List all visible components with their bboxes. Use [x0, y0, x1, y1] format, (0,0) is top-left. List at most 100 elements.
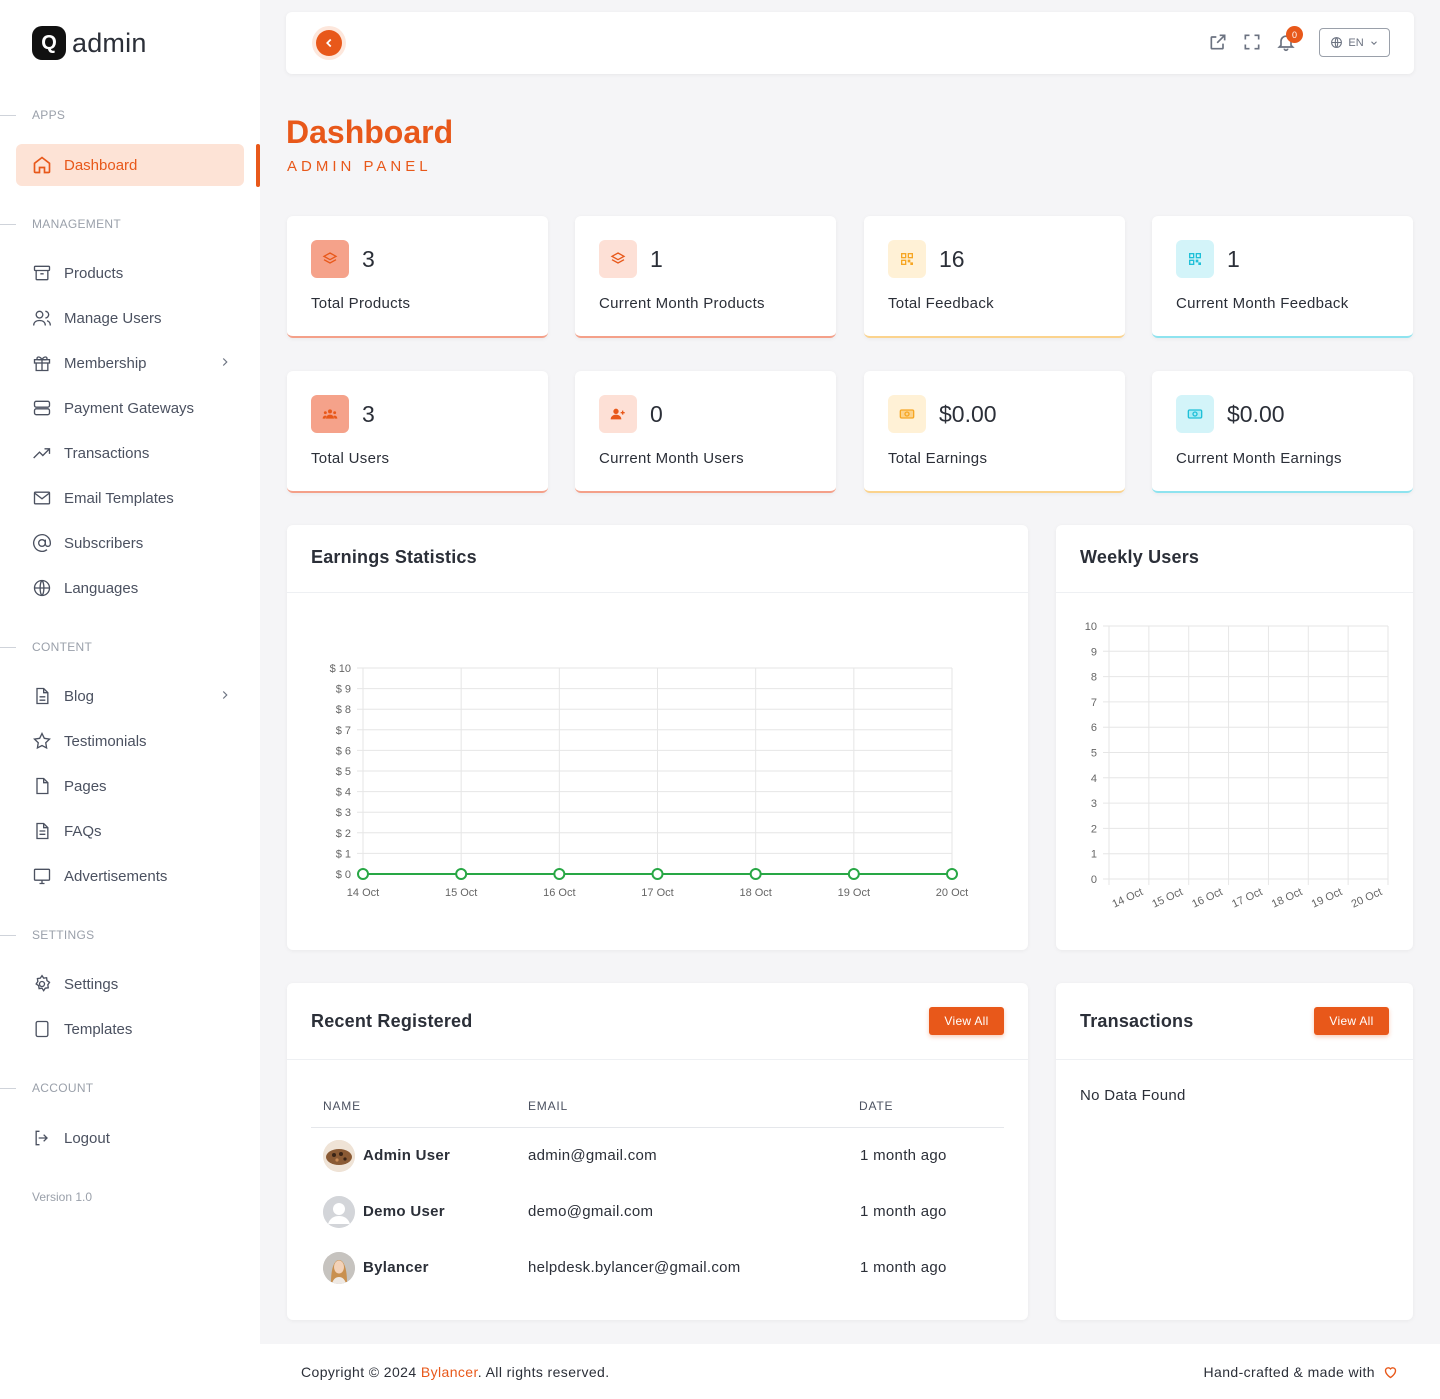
- brand-link[interactable]: Bylancer: [420, 1364, 478, 1380]
- earnings-line-chart: $ 0 $ 1 $ 2 $ 3 $ 4 $ 5 $ 6 $ 7 $ 8 $ 9 $ 10 14 Oct…: [330, 663, 969, 899]
- table-header-name: NAME: [323, 1099, 361, 1113]
- x-tick-label: 19 Oct: [838, 887, 870, 899]
- sidebar-item-payment-gateways[interactable]: Payment Gateways: [16, 387, 244, 429]
- x-tick-label: 17 Oct: [1230, 886, 1264, 911]
- archive-icon: [32, 263, 52, 283]
- x-tick-label: 15 Oct: [445, 887, 477, 899]
- sidebar-item-transactions[interactable]: Transactions: [16, 432, 244, 474]
- sidebar-item-blog[interactable]: Blog: [16, 675, 244, 717]
- app-version: Version 1.0: [32, 1190, 93, 1204]
- money-icon: [888, 395, 926, 433]
- language-label: EN: [1348, 36, 1364, 49]
- stat-label: Current Month Earnings: [1176, 450, 1342, 467]
- logo-text: admin: [72, 27, 147, 58]
- avatar: [323, 1196, 355, 1228]
- row-date: 1 month ago: [860, 1147, 947, 1164]
- y-tick-label: $ 2: [336, 828, 351, 840]
- sidebar-item-manage-users[interactable]: Manage Users: [16, 297, 244, 339]
- sidebar-item-pages[interactable]: Pages: [16, 765, 244, 807]
- sidebar-item-logout[interactable]: Logout: [16, 1117, 244, 1159]
- sidebar-item-label: Blog: [64, 687, 95, 705]
- x-tick-label: 19 Oct: [1310, 886, 1344, 911]
- sidebar-item-label: Membership: [64, 354, 147, 372]
- sidebar-item-label: Manage Users: [64, 309, 162, 327]
- row-date: 1 month ago: [860, 1259, 947, 1276]
- data-point: [651, 868, 664, 880]
- sidebar-item-label: Testimonials: [64, 732, 147, 750]
- sidebar-item-label: Settings: [64, 975, 119, 993]
- stat-value: 16: [939, 246, 965, 272]
- sidebar-item-membership[interactable]: Membership: [16, 342, 244, 384]
- chevron-down-icon: [1370, 40, 1377, 45]
- recent-registered-panel: Recent Registered View All: [287, 983, 1028, 1320]
- stat-value: $0.00: [939, 401, 997, 427]
- layers-icon: [599, 240, 637, 278]
- logo-mark-icon: Q: [32, 26, 66, 60]
- stat-card-total-feedback: 16 Total Feedback: [864, 216, 1125, 338]
- monitor-icon: [32, 866, 52, 886]
- copyright: Copyright © 2024 Bylancer. All rights re…: [301, 1364, 610, 1380]
- chevron-left-icon: [326, 38, 332, 48]
- x-tick-label: 14 Oct: [347, 887, 379, 899]
- fullscreen-icon[interactable]: [1242, 32, 1262, 52]
- section-title-settings: SETTINGS: [0, 928, 95, 942]
- app-logo[interactable]: Q admin: [32, 26, 147, 60]
- y-tick-label: 3: [1091, 798, 1097, 810]
- qr-code-icon: [888, 240, 926, 278]
- chevron-right-icon: [222, 691, 228, 699]
- stat-card-current-month-products: 1 Current Month Products: [575, 216, 836, 338]
- sidebar-item-advertisements[interactable]: Advertisements: [16, 855, 244, 897]
- sidebar-item-faqs[interactable]: FAQs: [16, 810, 244, 852]
- sidebar-item-label: Pages: [64, 777, 107, 795]
- sidebar-item-label: Templates: [64, 1020, 133, 1038]
- layers-icon: [311, 240, 349, 278]
- sidebar-item-email-templates[interactable]: Email Templates: [16, 477, 244, 519]
- x-tick-label: 14 Oct: [1110, 886, 1144, 911]
- stat-card-total-users: 3 Total Users: [287, 371, 548, 493]
- row-name: Bylancer: [363, 1259, 429, 1276]
- money-icon: [1176, 395, 1214, 433]
- stat-label: Total Earnings: [888, 450, 988, 467]
- sidebar-item-products[interactable]: Products: [16, 252, 244, 294]
- row-email: demo@gmail.com: [528, 1203, 654, 1220]
- recent-view-all-button[interactable]: View All: [929, 1007, 1004, 1035]
- y-tick-label: 5: [1091, 748, 1097, 760]
- sidebar-item-subscribers[interactable]: Subscribers: [16, 522, 244, 564]
- data-point: [847, 868, 860, 880]
- file-text-icon: [32, 821, 52, 841]
- sidebar-toggle-button[interactable]: [316, 30, 342, 56]
- group-icon: [311, 395, 349, 433]
- stat-label: Total Feedback: [888, 295, 994, 312]
- sidebar-item-languages[interactable]: Languages: [16, 567, 244, 609]
- language-selector[interactable]: EN: [1319, 28, 1390, 57]
- x-tick-label: 20 Oct: [1350, 886, 1384, 911]
- stat-card-current-month-feedback: 1 Current Month Feedback: [1152, 216, 1413, 338]
- sidebar-item-templates[interactable]: Templates: [16, 1008, 244, 1050]
- x-tick-label: 16 Oct: [1190, 886, 1224, 911]
- user-plus-icon: [599, 395, 637, 433]
- home-icon: [32, 155, 52, 175]
- y-tick-label: 9: [1091, 646, 1097, 658]
- section-title-apps: APPS: [0, 108, 66, 122]
- stat-label: Total Users: [311, 450, 390, 467]
- y-tick-label: 4: [1091, 773, 1097, 785]
- sidebar-item-dashboard[interactable]: Dashboard: [16, 144, 244, 186]
- qr-code-icon: [1176, 240, 1214, 278]
- page-title: Dashboard: [286, 114, 454, 150]
- stat-card-total-products: 3 Total Products: [287, 216, 548, 338]
- footer-credit: Hand-crafted & made with: [1204, 1364, 1398, 1380]
- sidebar-item-settings[interactable]: Settings: [16, 963, 244, 1005]
- y-tick-label: $ 6: [336, 745, 351, 757]
- stat-value: 3: [362, 246, 375, 272]
- sidebar-item-testimonials[interactable]: Testimonials: [16, 720, 244, 762]
- x-tick-label: 20 Oct: [936, 887, 968, 899]
- panel-title: Earnings Statistics: [311, 547, 477, 567]
- external-link-icon[interactable]: [1208, 32, 1228, 52]
- transactions-panel: Transactions View All: [1056, 983, 1413, 1320]
- file-icon: [32, 776, 52, 796]
- transactions-view-all-button[interactable]: View All: [1314, 1007, 1389, 1035]
- stat-value: 1: [650, 246, 663, 272]
- weekly-users-bar-chart: 0 1 2 3 4 5 6 7 8 9 10 14 Oct 15 Oct 16 Oct 17 Oct 18 O…: [1085, 621, 1389, 911]
- topbar: 0 EN: [286, 12, 1414, 74]
- page-subtitle: ADMIN PANEL: [287, 158, 432, 175]
